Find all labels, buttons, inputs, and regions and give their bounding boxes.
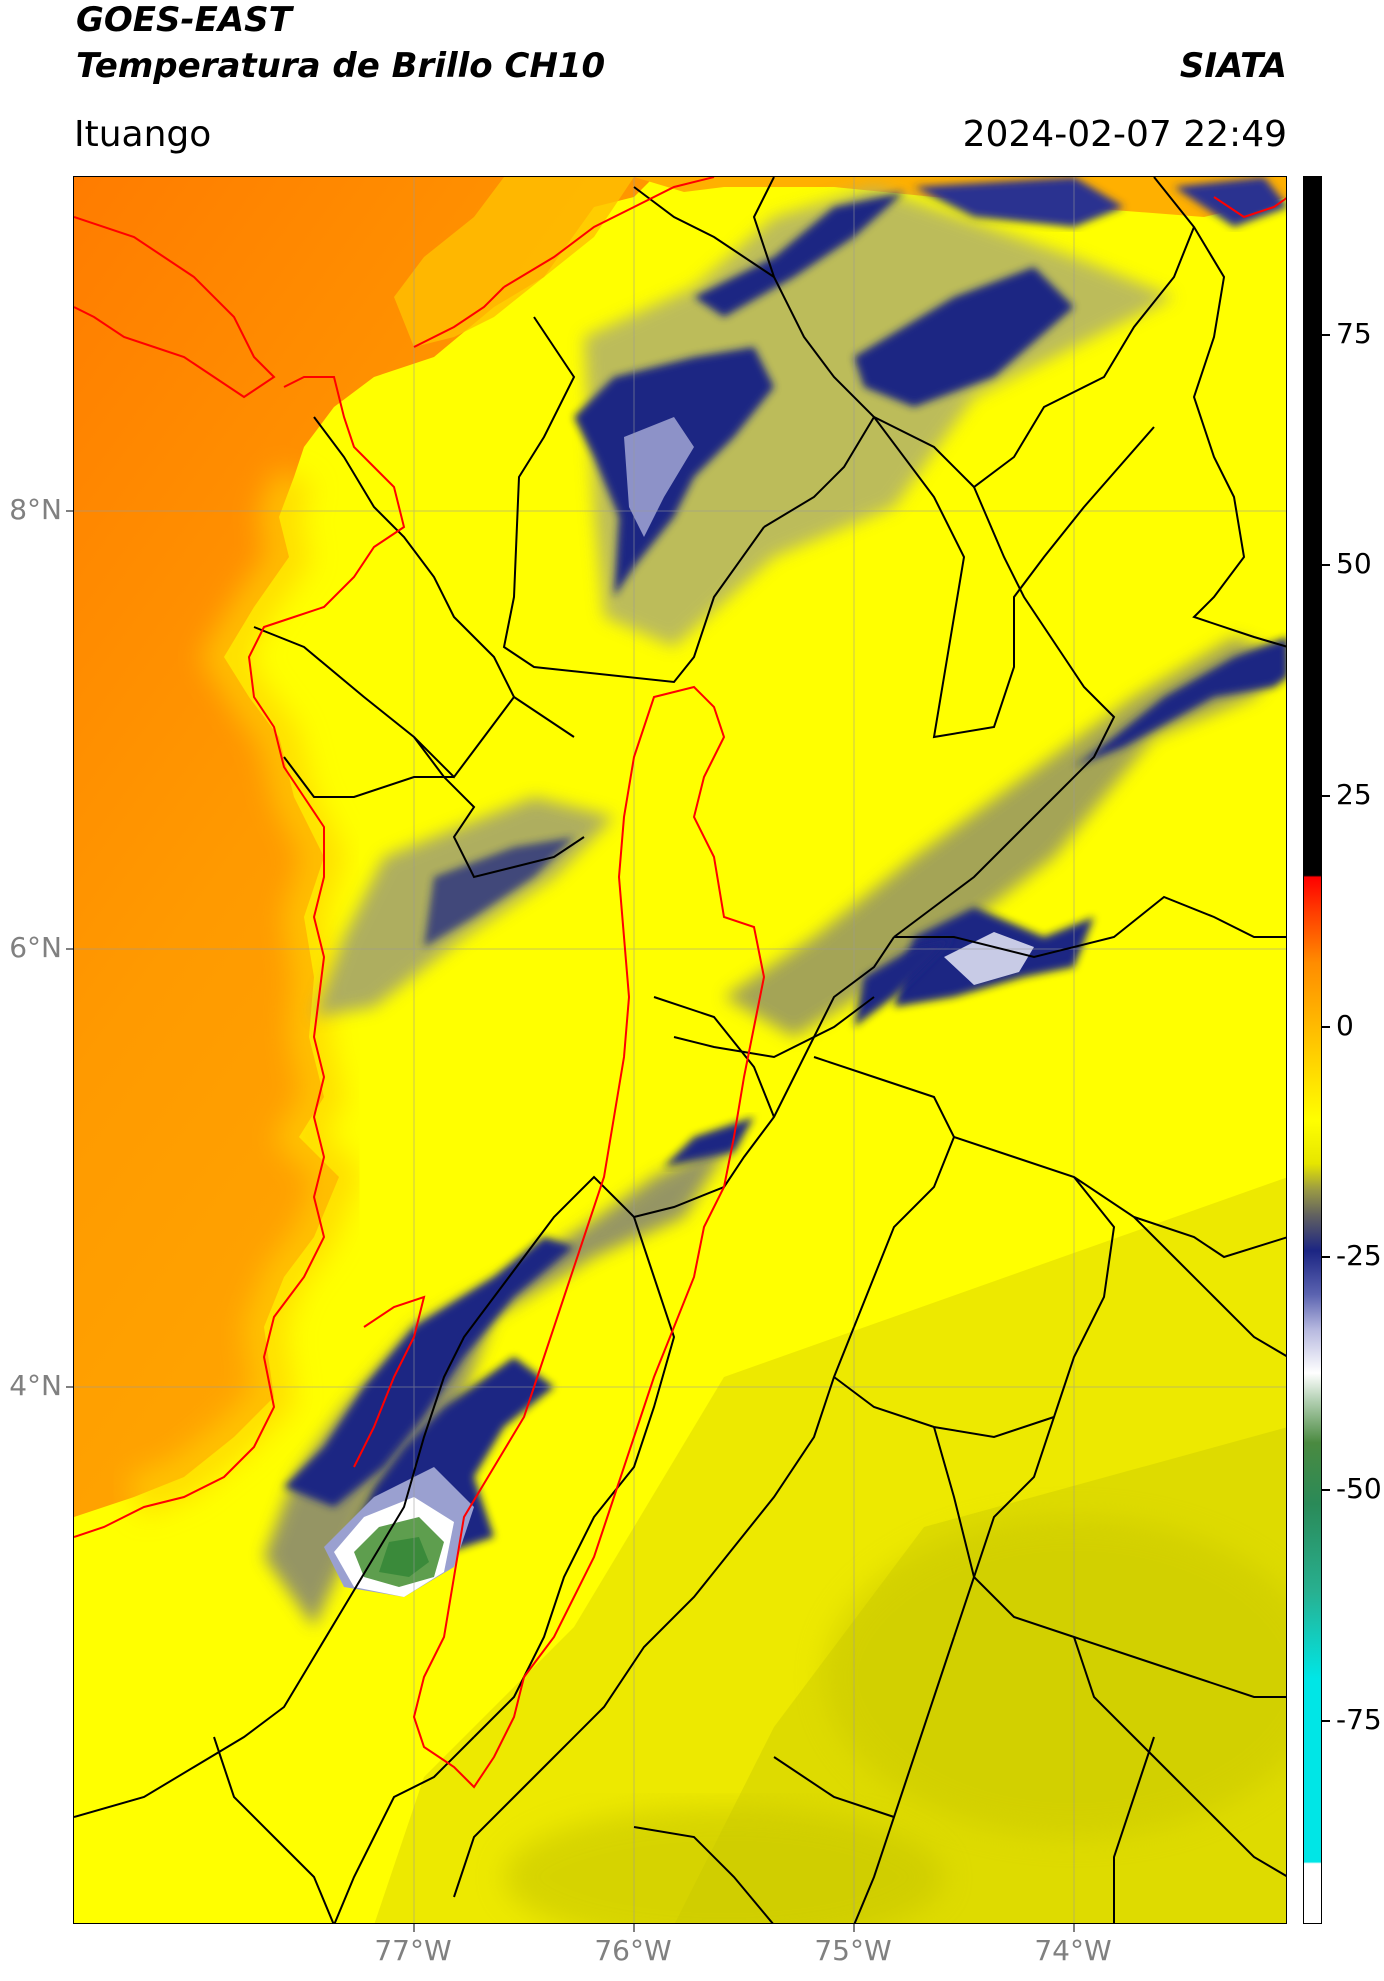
cb-tick-neg75 (1322, 1720, 1330, 1722)
lat-label-6: 6°N (9, 931, 62, 964)
lon-label-75: 75°W (814, 1934, 892, 1967)
location-label: Ituango (74, 114, 212, 155)
lat-tick-6 (66, 948, 73, 950)
coastline (74, 177, 1286, 1538)
map-panel[interactable] (73, 176, 1287, 1924)
cb-tick-neg50 (1322, 1489, 1330, 1491)
lon-tick-75 (853, 1924, 855, 1932)
cb-label-25: 25 (1336, 778, 1372, 811)
admin-boundaries (74, 177, 1286, 1923)
graticule (74, 177, 1286, 1923)
lon-label-74: 74°W (1034, 1934, 1112, 1967)
cb-label-neg25: -25 (1336, 1239, 1382, 1272)
lon-tick-77 (413, 1924, 415, 1932)
lon-tick-74 (1073, 1924, 1075, 1932)
pacific-ocean (74, 177, 654, 1517)
cb-tick-75 (1322, 334, 1330, 336)
cb-label-neg75: -75 (1336, 1703, 1382, 1736)
org-label: SIATA (1179, 46, 1287, 86)
colorbar (1303, 176, 1322, 1924)
cb-label-neg50: -50 (1336, 1472, 1382, 1505)
lon-label-76: 76°W (594, 1934, 672, 1967)
lat-label-4: 4°N (9, 1369, 62, 1402)
lat-label-8: 8°N (9, 493, 62, 526)
cb-tick-25 (1322, 795, 1330, 797)
cb-tick-0 (1322, 1026, 1330, 1028)
title-line1: GOES-EAST (76, 0, 292, 40)
cb-label-0: 0 (1336, 1009, 1354, 1042)
title-line2: Temperatura de Brillo CH10 (76, 46, 606, 86)
lat-tick-4 (66, 1386, 73, 1388)
lat-tick-8 (66, 510, 73, 512)
lon-tick-76 (633, 1924, 635, 1932)
cb-tick-neg25 (1322, 1256, 1330, 1258)
cb-label-50: 50 (1336, 547, 1372, 580)
cold-cloud-tops (284, 177, 1286, 1597)
brightness-temperature-map (74, 177, 1286, 1923)
datetime-label: 2024-02-07 22:49 (962, 114, 1287, 155)
lon-label-77: 77°W (374, 1934, 452, 1967)
cb-label-75: 75 (1336, 317, 1372, 350)
cb-tick-50 (1322, 564, 1330, 566)
highlight-region (412, 685, 766, 1789)
